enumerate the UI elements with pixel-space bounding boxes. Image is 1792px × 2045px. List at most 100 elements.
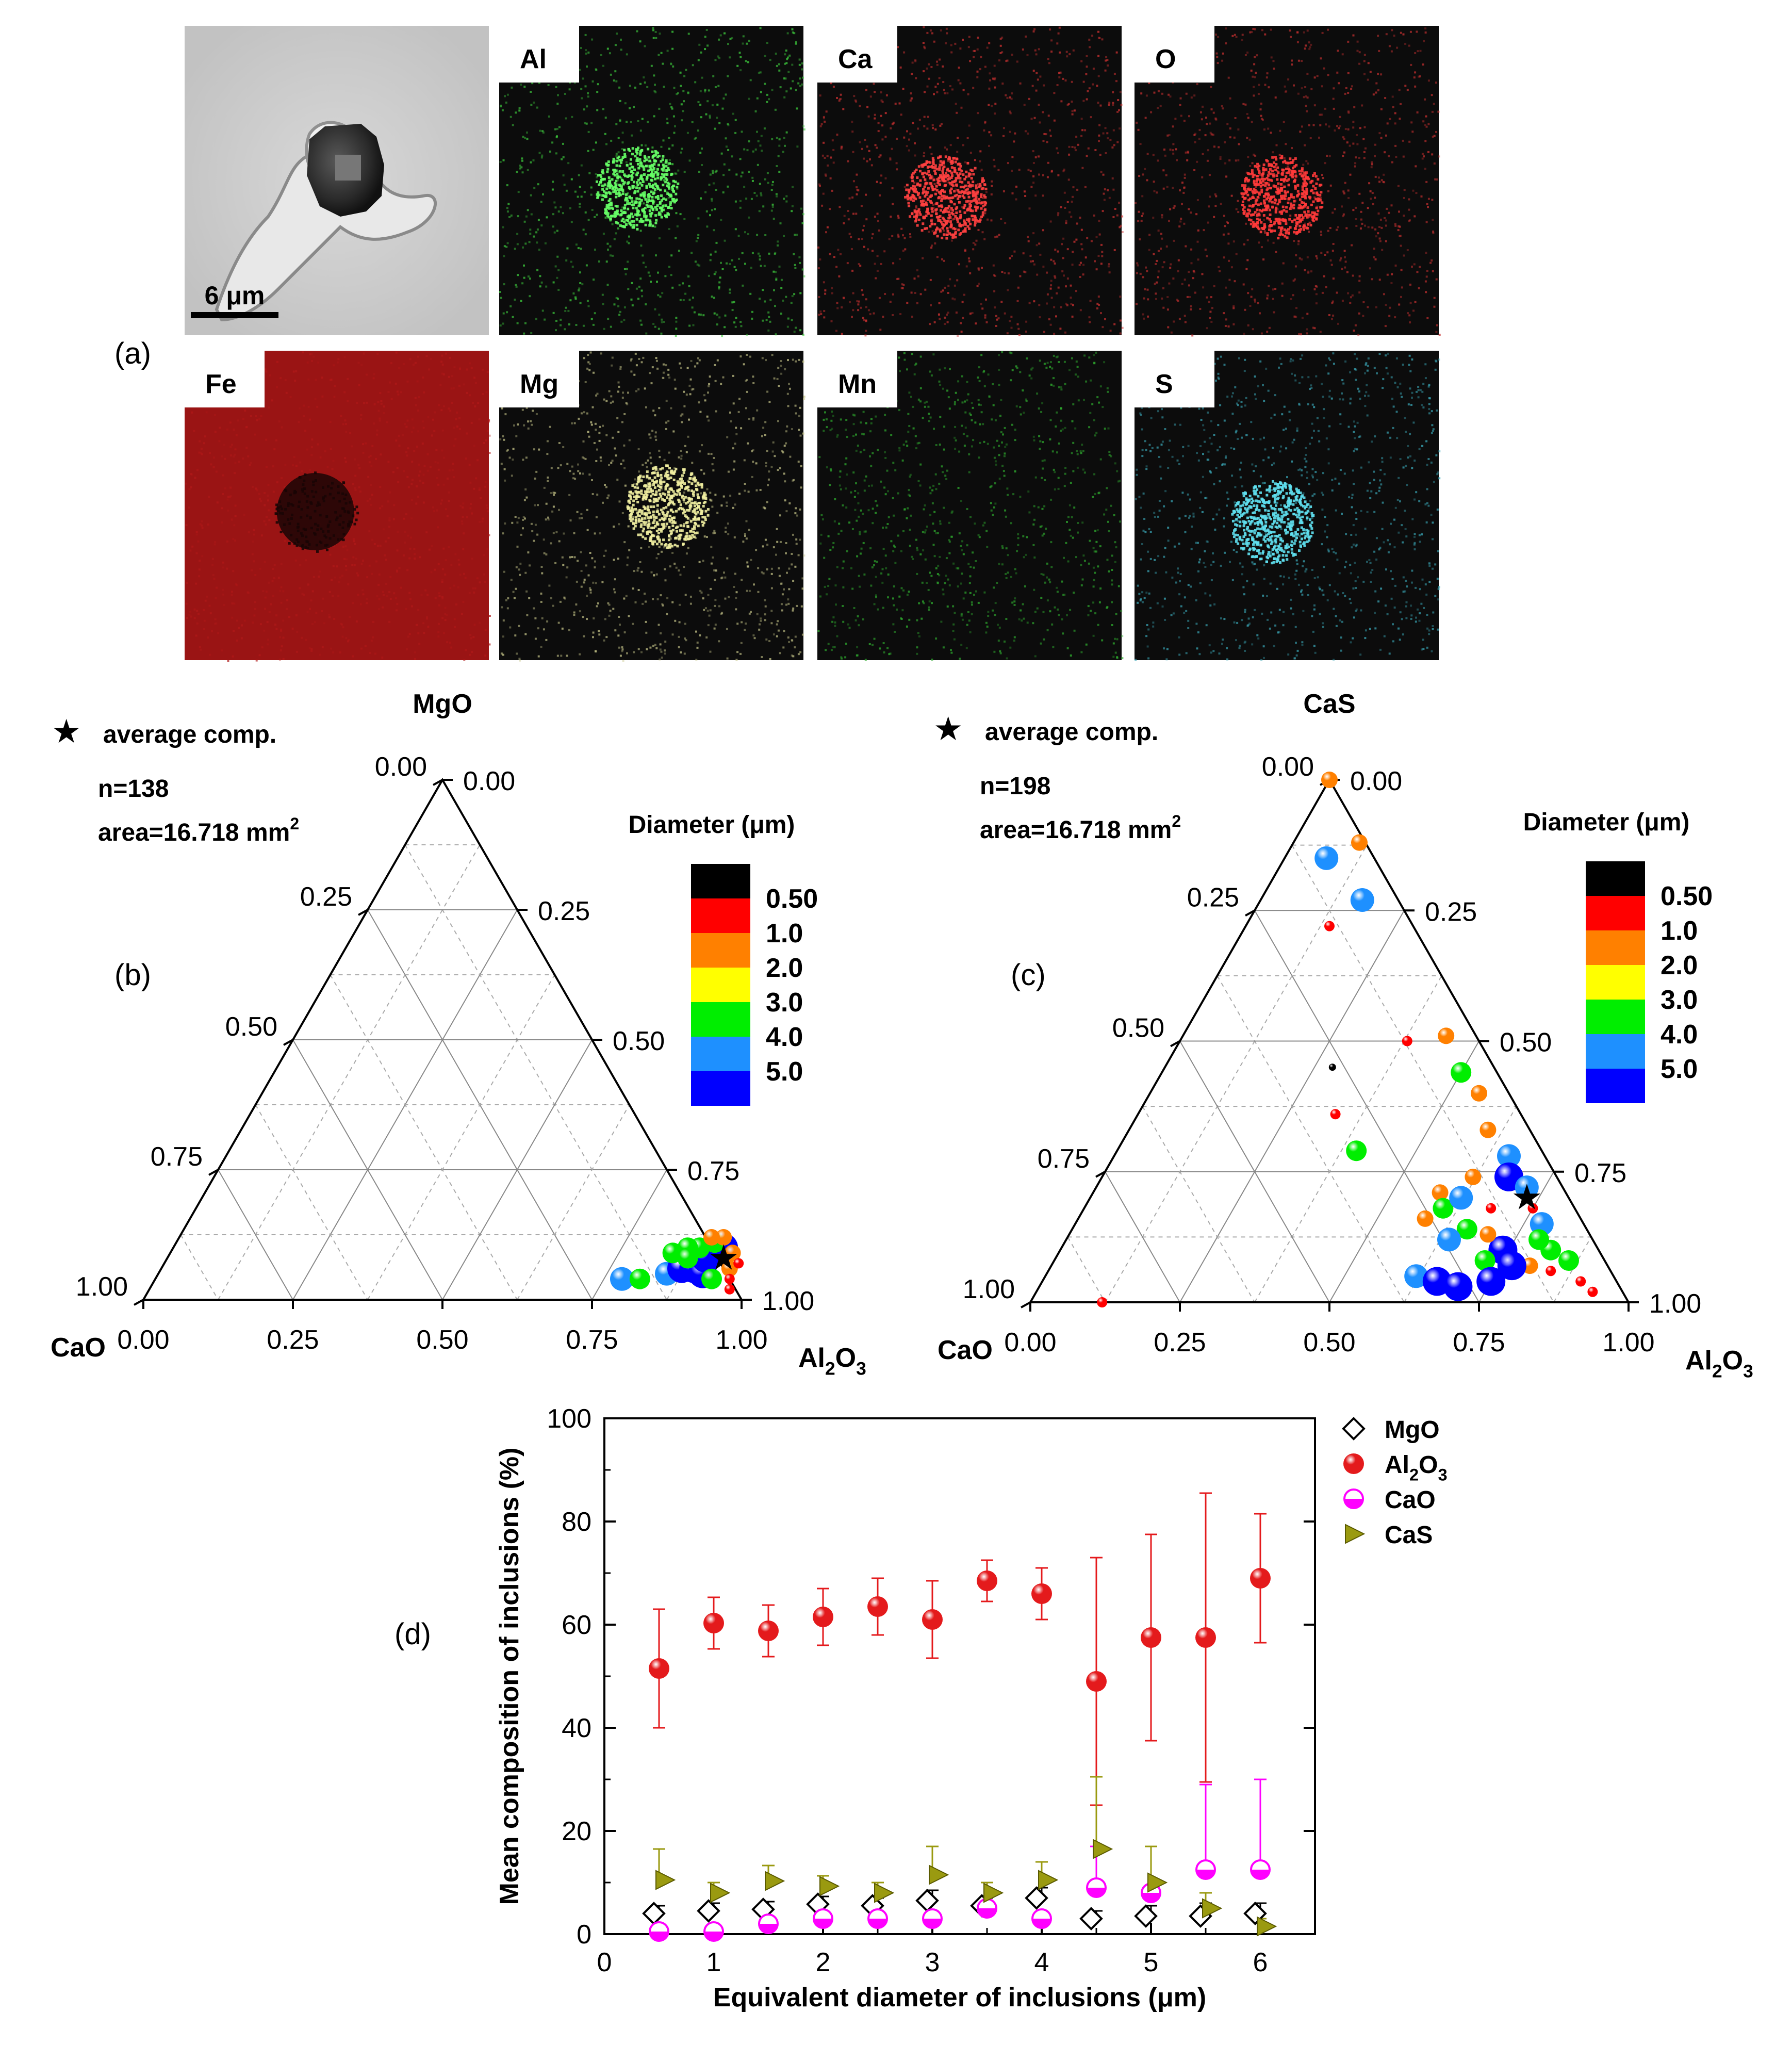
map-pixel: [275, 439, 277, 441]
map-pixel: [1101, 255, 1104, 257]
map-pixel: [1383, 293, 1385, 296]
map-pixel: [1251, 162, 1254, 165]
map-pixel: [606, 168, 610, 171]
map-pixel: [926, 172, 929, 175]
map-pixel: [613, 303, 616, 306]
map-pixel: [802, 76, 804, 79]
map-pixel: [1279, 219, 1282, 222]
map-pixel: [1309, 224, 1312, 227]
map-pixel: [984, 196, 987, 199]
map-pixel: [333, 364, 335, 367]
map-pixel: [1292, 203, 1295, 206]
map-pixel: [634, 155, 637, 158]
map-pixel: [1364, 147, 1367, 150]
map-pixel: [1374, 175, 1377, 178]
map-pixel: [947, 210, 950, 214]
map-pixel: [264, 368, 267, 371]
map-pixel: [1312, 124, 1315, 126]
map-pixel: [635, 224, 638, 226]
map-pixel: [1394, 264, 1397, 267]
map-pixel: [842, 108, 845, 110]
map-pixel: [619, 224, 622, 227]
map-pixel: [764, 83, 766, 85]
map-pixel: [945, 210, 948, 213]
map-pixel: [1048, 318, 1050, 321]
map-pixel: [1183, 222, 1186, 225]
map-pixel: [1255, 72, 1257, 74]
map-pixel: [651, 155, 654, 158]
map-pixel: [1433, 135, 1436, 137]
map-pixel: [1278, 199, 1281, 202]
map-pixel: [1261, 184, 1264, 187]
map-pixel: [1026, 54, 1029, 56]
map-pixel: [1241, 34, 1244, 36]
map-pixel: [933, 169, 936, 172]
map-pixel: [1005, 94, 1007, 96]
map-pixel: [213, 456, 216, 459]
map-pixel: [1097, 255, 1100, 257]
map-pixel: [910, 195, 913, 199]
map-pixel: [1062, 257, 1064, 259]
map-pixel: [965, 200, 968, 203]
map-pixel: [1259, 202, 1262, 205]
map-pixel: [888, 238, 891, 240]
map-pixel: [600, 181, 602, 183]
map-pixel: [1103, 199, 1106, 201]
map-pixel: [852, 292, 854, 295]
map-pixel: [685, 69, 687, 71]
map-pixel: [1161, 216, 1163, 219]
map-pixel: [1281, 295, 1284, 297]
map-pixel: [1372, 203, 1374, 205]
map-pixel: [323, 622, 326, 625]
map-pixel: [1080, 243, 1083, 246]
map-pixel: [950, 176, 953, 179]
map-pixel: [418, 463, 420, 466]
map-pixel: [650, 64, 653, 67]
map-pixel: [650, 163, 653, 167]
map-pixel: [1262, 167, 1265, 170]
map-pixel: [961, 194, 964, 198]
map-pixel: [191, 411, 193, 414]
map-pixel: [974, 224, 977, 227]
map-pixel: [1290, 193, 1293, 196]
map-pixel: [1295, 307, 1297, 309]
map-pixel: [709, 259, 712, 261]
map-pixel: [1248, 204, 1251, 207]
map-pixel: [1293, 218, 1296, 221]
map-pixel: [978, 283, 980, 285]
map-pixel: [717, 55, 719, 58]
map-pixel: [670, 207, 673, 210]
map-pixel: [851, 196, 854, 199]
map-pixel: [623, 204, 627, 207]
map-pixel: [641, 118, 644, 120]
map-pixel: [510, 214, 513, 217]
map-pixel: [1367, 306, 1369, 308]
map-pixel: [900, 287, 903, 289]
map-pixel: [617, 151, 620, 154]
map-pixel: [1308, 231, 1310, 233]
map-pixel: [1266, 187, 1269, 190]
map-pixel: [1327, 230, 1329, 232]
map-pixel: [981, 231, 984, 234]
map-pixel: [778, 171, 781, 173]
map-pixel: [621, 211, 624, 215]
map-pixel: [990, 193, 993, 195]
map-pixel: [668, 193, 671, 196]
map-pixel: [818, 296, 820, 298]
map-pixel: [1291, 175, 1294, 178]
map-pixel: [1378, 237, 1381, 240]
map-pixel: [1301, 317, 1304, 319]
map-pixel: [1272, 151, 1274, 154]
map-pixel: [514, 248, 516, 250]
map-pixel: [1418, 75, 1420, 78]
map-pixel: [1103, 192, 1105, 195]
map-pixel: [1317, 209, 1320, 212]
map-pixel: [881, 101, 884, 103]
map-pixel: [919, 293, 922, 296]
map-pixel: [739, 56, 742, 58]
map-pixel: [606, 212, 610, 215]
map-pixel: [499, 324, 502, 327]
map-pixel: [714, 250, 717, 253]
map-pixel: [654, 214, 657, 217]
map-pixel: [1272, 298, 1274, 300]
